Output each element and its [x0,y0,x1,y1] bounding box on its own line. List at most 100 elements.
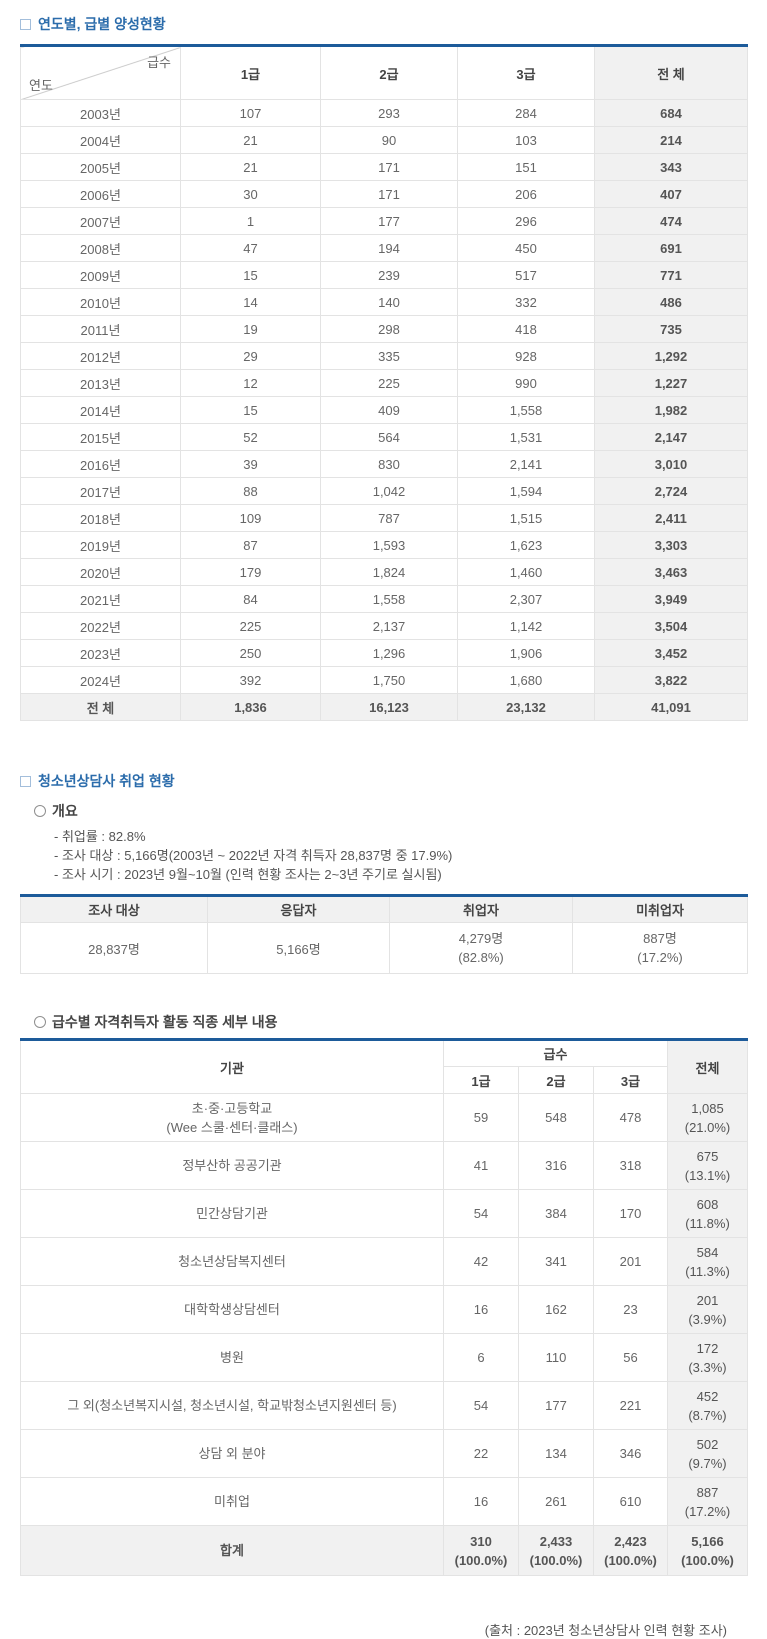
cell-org: 청소년상담복지센터 [20,1237,444,1286]
cell-g2: 830 [320,450,458,478]
cell-year: 2010년 [20,288,181,316]
cell-g1: 21 [180,126,321,154]
cell-org: 정부산하 공공기관 [20,1141,444,1190]
cell-g3: 221 [593,1381,668,1430]
cell-total: 2,147 [594,423,748,451]
cell-g3: 23,132 [457,693,595,721]
cell-g3: 1,460 [457,558,595,586]
corner-header-cell: 급수 연도 [20,45,181,100]
cell-total: 3,504 [594,612,748,640]
cell-total: 691 [594,234,748,262]
employed-percent: (82.8%) [458,950,504,965]
unemployed-percent: (17.2%) [637,950,683,965]
cell-year: 2022년 [20,612,181,640]
cell-g3: 610 [593,1477,668,1526]
square-bullet-icon [20,18,31,30]
year-row: 2021년 84 1,558 2,307 3,949 [20,585,748,613]
cell-year: 2006년 [20,180,181,208]
sum-percent: (100.0%) [604,1552,657,1568]
cell-g2: 1,593 [320,531,458,559]
cell-total: 2,411 [594,504,748,532]
cell-g3: 296 [457,207,595,235]
cell-g3: 517 [457,261,595,289]
col-header-unemployed: 미취업자 [572,895,748,923]
cell-g3: 23 [593,1285,668,1334]
total-line: 887 [696,1484,719,1500]
cell-g1: 21 [180,153,321,181]
cell-year: 2007년 [20,207,181,235]
col-header-surveyed: 조사 대상 [20,895,208,923]
cell-year: 2024년 [20,666,181,694]
col-header-total: 전 체 [594,45,748,100]
cell-g3: 206 [457,180,595,208]
cell-year: 2013년 [20,369,181,397]
cell-total: 3,822 [594,666,748,694]
cell-org: 대학학생상담센터 [20,1285,444,1334]
cell-year: 전 체 [20,693,181,721]
cell-g2: 225 [320,369,458,397]
cell-g2: 1,558 [320,585,458,613]
cell-g1: 47 [180,234,321,262]
cell-g1: 59 [443,1093,519,1142]
cell-total: 1,292 [594,342,748,370]
corner-grade-label: 급수 [147,55,171,70]
cell-g3: 346 [593,1429,668,1478]
circle-bullet-icon [34,1016,46,1028]
col-header-grade3: 3급 [593,1066,668,1094]
square-bullet-icon [20,775,31,787]
total-line: 452 [696,1388,719,1404]
total-line: 1,085 [691,1100,724,1116]
cell-total: 608 (11.8%) [667,1189,748,1238]
sum-count: 2,423 [614,1533,647,1549]
cell-g1: 88 [180,477,321,505]
jobs-section-heading: 급수별 자격취득자 활동 직종 세부 내용 [20,1012,747,1032]
cell-g1: 19 [180,315,321,343]
cell-total: 3,452 [594,639,748,667]
total-line: (21.0%) [684,1119,731,1135]
cell-total: 735 [594,315,748,343]
cell-g2: 564 [320,423,458,451]
cell-year: 2015년 [20,423,181,451]
cell-g1: 1,836 [180,693,321,721]
cell-g2: 409 [320,396,458,424]
cell-g1: 39 [180,450,321,478]
sum-count: 310 [470,1533,492,1549]
year-row: 2009년 15 239 517 771 [20,261,748,289]
org-line: 대학학생상담센터 [184,1302,280,1317]
unemployed-count: 887명 [643,931,677,946]
jobs-section-heading-label: 급수별 자격취득자 활동 직종 세부 내용 [52,1014,278,1030]
cell-g2: 1,824 [320,558,458,586]
cell-g2: 548 [518,1093,594,1142]
employment-table: 조사 대상 응답자 취업자 미취업자 28,837명 5,166명 4,279명… [20,894,748,974]
year-row: 2003년 107 293 284 684 [20,99,748,127]
cell-total: 474 [594,207,748,235]
total-line: 172 [696,1340,719,1356]
year-row: 2022년 225 2,137 1,142 3,504 [20,612,748,640]
cell-g2: 1,042 [320,477,458,505]
col-header-grade1: 1급 [443,1066,519,1094]
org-row: 상담 외 분야 22 134 346 502 (9.7%) [20,1429,748,1478]
org-line: 병원 [220,1350,244,1365]
cell-g1: 54 [443,1381,519,1430]
cell-total: 486 [594,288,748,316]
year-row: 2017년 88 1,042 1,594 2,724 [20,477,748,505]
section-title-employment-label: 청소년상담사 취업 현황 [38,773,175,789]
jobs-table: 기관 급수 전체 1급 2급 3급 초·중·고등학교 (Wee 스쿨·센터·클래스… [20,1038,748,1576]
cell-total: 1,227 [594,369,748,397]
col-header-grade2: 2급 [320,45,458,100]
cell-g2: 1,750 [320,666,458,694]
cell-g1: 15 [180,261,321,289]
cell-g1: 179 [180,558,321,586]
total-line: (11.3%) [685,1263,730,1279]
org-line: 초·중·고등학교 [191,1100,273,1116]
cell-g1: 6 [443,1333,519,1382]
cell-year: 2009년 [20,261,181,289]
org-line: 청소년상담복지센터 [178,1254,286,1269]
cell-g2: 177 [320,207,458,235]
cell-year: 2003년 [20,99,181,127]
sum-count: 5,166 [691,1533,724,1549]
cell-g3: 2,423 (100.0%) [593,1525,668,1576]
overview-heading: 개요 [20,801,747,821]
cell-g3: 2,141 [457,450,595,478]
cell-total: 5,166 (100.0%) [667,1525,748,1576]
